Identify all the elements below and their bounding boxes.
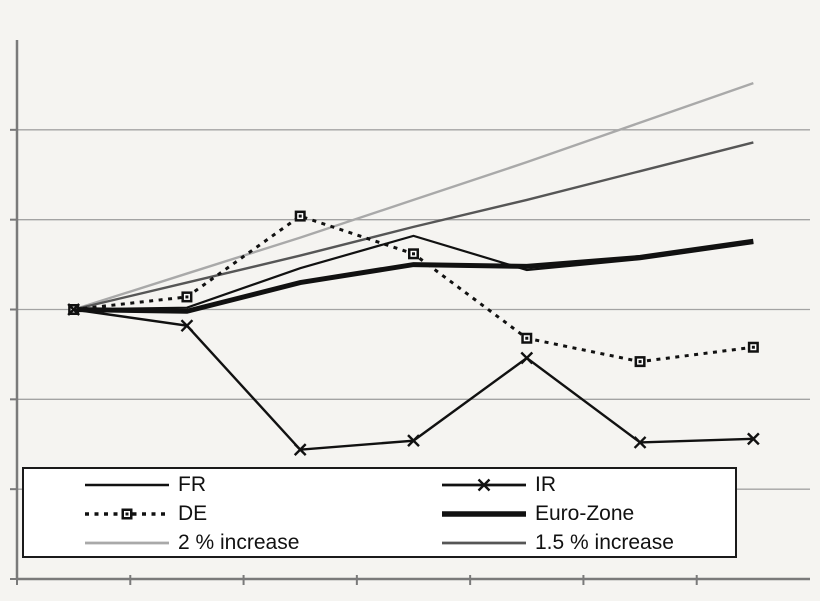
legend-line-sample-fr-icon	[85, 483, 169, 486]
series-line-1-5-increase	[73, 141, 754, 311]
series-markers-ir	[67, 303, 760, 456]
series-line-euro-zone	[73, 238, 754, 314]
legend-item-1-5pct-increase: 1.5 % increase	[381, 528, 735, 557]
legend-label-1-5pct: 1.5 % increase	[535, 531, 674, 554]
legend-label-de: DE	[178, 502, 208, 525]
legend-label-ir: IR	[535, 473, 556, 496]
legend-line-sample-de-icon	[85, 508, 169, 519]
series-line-2-increase	[73, 81, 754, 311]
legend-label-euro-zone: Euro-Zone	[535, 502, 635, 525]
legend-item-fr: FR	[24, 470, 381, 499]
series-line-ir	[73, 308, 754, 451]
legend-item-ir: IR	[381, 470, 735, 499]
legend-label-2pct: 2 % increase	[178, 531, 300, 554]
legend-line-sample-1-5pct-icon	[442, 541, 526, 544]
legend-label-fr: FR	[178, 473, 206, 496]
series-line-de	[73, 214, 754, 364]
legend-item-de: DE	[24, 499, 381, 528]
legend-line-sample-2pct-icon	[85, 541, 169, 544]
series-line-fr	[73, 234, 754, 311]
legend-line-sample-ir-icon	[442, 478, 526, 491]
legend-item-2pct-increase: 2 % increase	[24, 528, 381, 557]
series-markers-de	[68, 210, 759, 368]
legend-line-sample-euro-zone-icon	[442, 510, 526, 517]
legend: FR IR DE Euro-Zone 2 % increase 1.5 % in…	[22, 467, 737, 558]
legend-item-euro-zone: Euro-Zone	[381, 499, 735, 528]
